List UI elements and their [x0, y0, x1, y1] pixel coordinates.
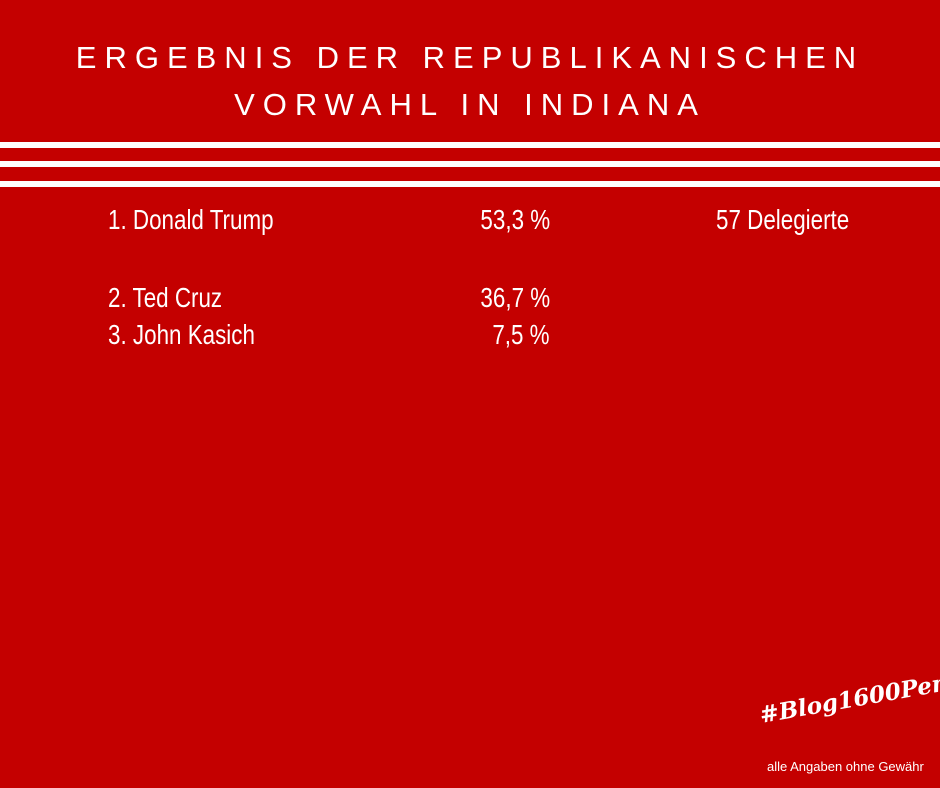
result-1-delegates: 57 Delegierte — [716, 204, 850, 235]
result-1-name: 1. Donald Trump — [108, 204, 274, 235]
result-3-percent: 7,5 % — [492, 319, 550, 350]
divider-stripe — [0, 181, 940, 187]
result-1-percent: 53,3 % — [480, 204, 550, 235]
result-2-name: 2. Ted Cruz — [108, 282, 223, 313]
hashtag-logo: #Blog1600Penn — [757, 666, 940, 729]
divider-stripe — [0, 161, 940, 167]
divider-stripe — [0, 142, 940, 148]
result-3-name: 3. John Kasich — [108, 319, 255, 350]
title-line-1: ERGEBNIS DER REPUBLIKANISCHEN — [75, 40, 865, 75]
disclaimer-text: alle Angaben ohne Gewähr — [767, 759, 924, 774]
title-line-2: VORWAHL IN INDIANA — [234, 87, 706, 122]
result-2-percent: 36,7 % — [480, 282, 550, 313]
